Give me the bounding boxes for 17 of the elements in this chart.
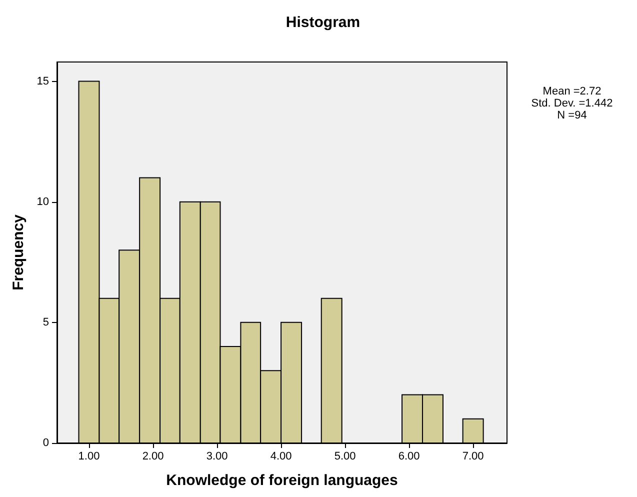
x-tick-label: 1.00 (78, 450, 100, 462)
y-tick-label: 5 (42, 316, 49, 328)
x-tick-label: 2.00 (142, 450, 164, 462)
text: N =94 (557, 110, 587, 122)
text: Std. Dev. =1.442 (531, 98, 613, 110)
y-axis-title: Frequency (10, 214, 27, 290)
x-tick-label: 6.00 (398, 450, 420, 462)
y-tick-label: 15 (36, 75, 49, 88)
x-tick-label: 7.00 (462, 450, 484, 462)
text: Mean =2.72 (542, 86, 602, 98)
x-tick-label: 5.00 (334, 450, 356, 462)
y-tick-label: 0 (42, 437, 49, 449)
x-tick-label: 3.00 (206, 450, 228, 462)
chart-title: Histogram (286, 14, 360, 31)
x-axis-title: Knowledge of foreign languages (166, 472, 398, 489)
y-tick-label: 10 (36, 196, 49, 208)
x-tick-label: 4.00 (270, 450, 292, 462)
